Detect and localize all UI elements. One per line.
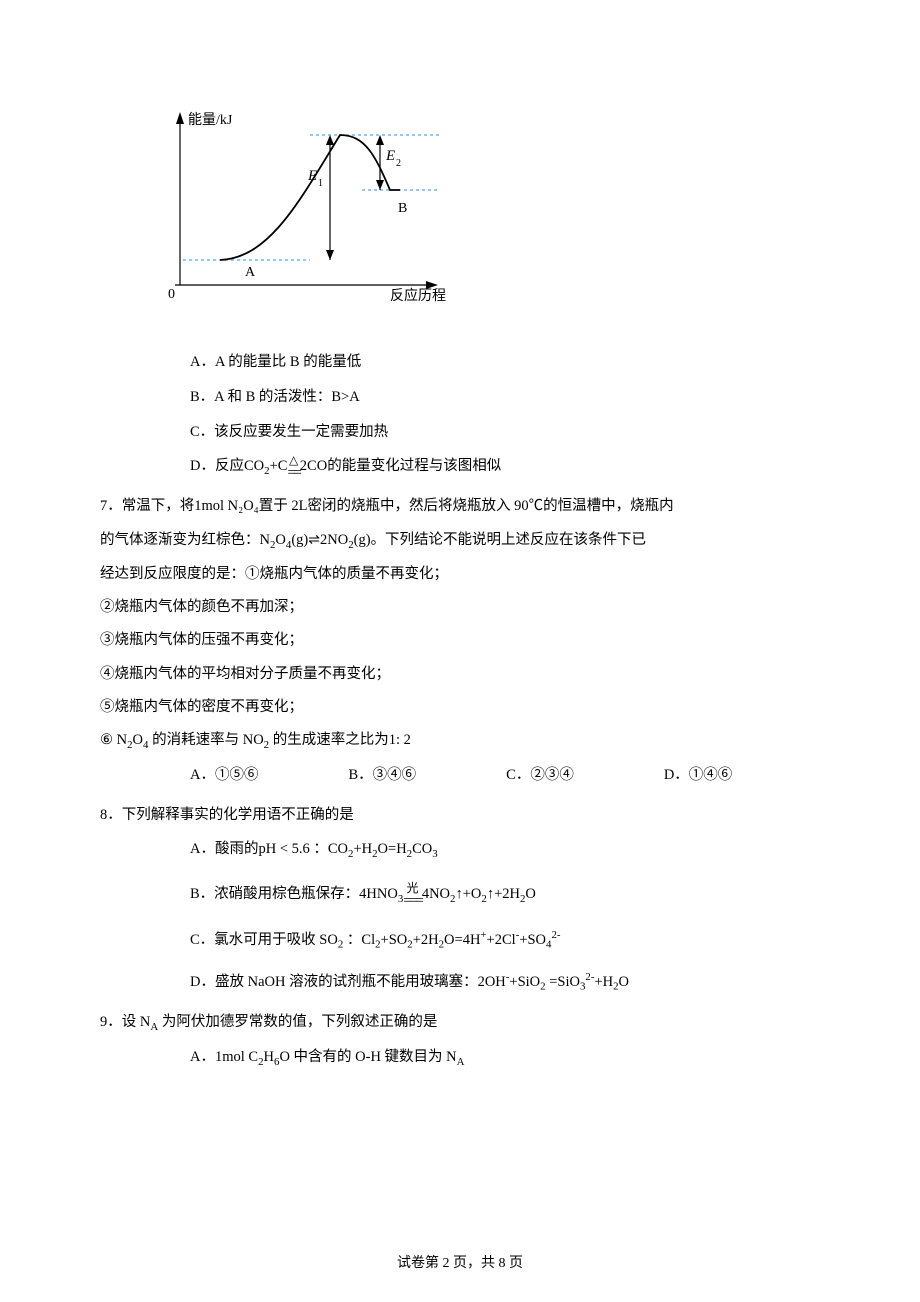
q7-item3: ③烧瓶内气体的压强不再变化； [100, 624, 820, 657]
q8-option-B: B．浓硝酸用棕色瓶保存：4HNO3光===4NO2↑+O2↑+2H2O [190, 877, 820, 912]
q7-eq: N2O4(g)⇌2NO2(g) [260, 532, 371, 548]
q7-item5: ⑤烧瓶内气体的密度不再变化； [100, 691, 820, 724]
q7-line1: 7．常温下，将1mol N₂O₄置于 2L密闭的烧瓶中，然后将烧瓶放入 90℃的… [100, 490, 820, 523]
q7-line2: 的气体逐渐变为红棕色：N2O4(g)⇌2NO2(g)。下列结论不能说明上述反应在… [100, 524, 820, 558]
q7-stem: 7．常温下，将1mol N₂O₄置于 2L密闭的烧瓶中，然后将烧瓶放入 90℃的… [100, 490, 820, 591]
q7-item2: ②烧瓶内气体的颜色不再加深； [100, 591, 820, 624]
q7-item4: ④烧瓶内气体的平均相对分子质量不再变化； [100, 658, 820, 691]
svg-text:1: 1 [318, 178, 323, 189]
q7-line3: 经达到反应限度的是：①烧瓶内气体的质量不再变化； [100, 558, 820, 591]
q6-D-eq: CO2+C△==2CO [244, 458, 327, 474]
q9-option-A: A．1mol C2H6O 中含有的 O-H 键数目为 NA [190, 1040, 820, 1075]
svg-text:E: E [307, 168, 317, 184]
q7-opt-B: B．③④⑥ [348, 758, 416, 793]
A-label: A [245, 265, 256, 280]
q6-option-B: B．A 和 B 的活泼性：B>A [190, 380, 820, 415]
q6-option-A: A．A 的能量比 B 的能量低 [190, 345, 820, 380]
q8-stem: 8．下列解释事实的化学用语不正确的是 [100, 799, 820, 832]
q8-option-A: A．酸雨的pH < 5.6 ：CO2+H2O=H2CO3 [190, 832, 820, 867]
q6-D-post: 的能量变化过程与该图相似 [327, 458, 501, 474]
energy-diagram: 能量/kJ 反应历程 0 A B E 1 E 2 [140, 100, 820, 315]
q8-option-C: C．氯水可用于吸收 SO2 ：Cl2+SO2+2H2O=4H++2Cl-+SO4… [190, 922, 820, 958]
q6-D-pre: D．反应 [190, 458, 244, 474]
svg-text:2: 2 [396, 158, 401, 169]
q7-opt-D: D．①④⑥ [664, 758, 732, 793]
q9-stem: 9．设 NA 为阿伏加德罗常数的值，下列叙述正确的是 [100, 1006, 820, 1040]
q7-options: A．①⑤⑥ B．③④⑥ C．②③④ D．①④⑥ [190, 758, 820, 793]
origin-label: 0 [168, 287, 175, 302]
q7-opt-C: C．②③④ [506, 758, 574, 793]
q6-option-D: D．反应CO2+C△==2CO的能量变化过程与该图相似 [190, 449, 820, 484]
B-label: B [398, 201, 407, 216]
q7-opt-A: A．①⑤⑥ [190, 758, 258, 793]
svg-text:E: E [385, 148, 395, 164]
ylabel-text: 能量/kJ [188, 112, 233, 128]
q7-item6: ⑥ N2O4 的消耗速率与 NO2 的生成速率之比为1: 2 [100, 724, 820, 758]
q8-option-D: D．盛放 NaOH 溶液的试剂瓶不能用玻璃塞：2OH-+SiO2 =SiO32-… [190, 964, 820, 1000]
xlabel-text: 反应历程 [390, 287, 446, 304]
diagram-svg: 能量/kJ 反应历程 0 A B E 1 E 2 [140, 100, 450, 310]
page-footer: 试卷第 2 页，共 8 页 [0, 1252, 920, 1272]
q6-option-C: C．该反应要发生一定需要加热 [190, 415, 820, 450]
